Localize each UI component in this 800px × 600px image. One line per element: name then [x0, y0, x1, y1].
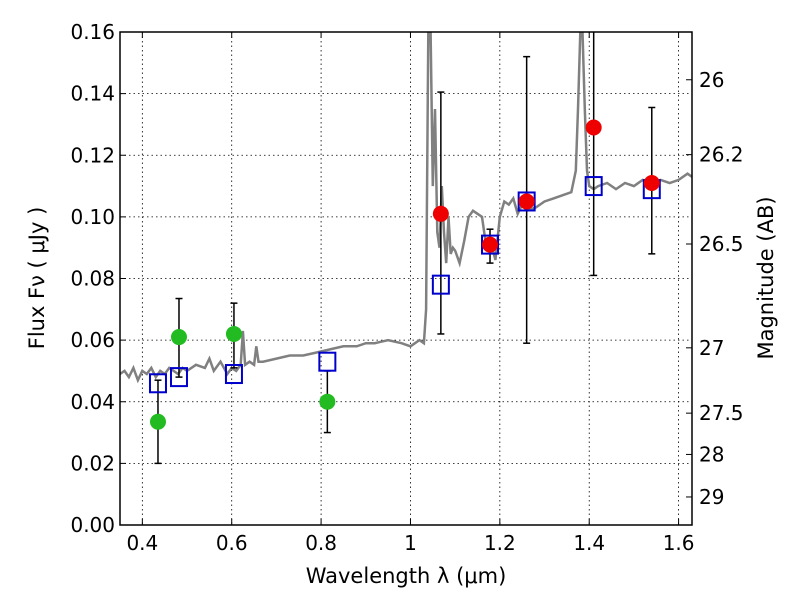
- model-photometry-square: [318, 351, 337, 372]
- y-tick-label: 0.10: [70, 205, 115, 229]
- y-tick-label: 0.12: [70, 143, 115, 167]
- x-axis-title: Wavelength λ (μm): [306, 564, 507, 588]
- y-tick-label: 0.02: [70, 451, 115, 475]
- y2-tick-label: 27.5: [699, 401, 744, 425]
- grid: [120, 31, 692, 526]
- x-tick-label: 1: [404, 531, 417, 555]
- x-tick-label: 1.2: [484, 531, 516, 555]
- y2-tick-label: 26.5: [699, 232, 744, 256]
- measurement-layer: [149, 119, 660, 430]
- spectrum-layer: [120, 32, 692, 384]
- model-photometry-square: [224, 364, 243, 385]
- measurement-point: [170, 329, 187, 346]
- measurement-point: [432, 205, 449, 222]
- model-photometry-square: [584, 176, 603, 197]
- y-axis-title: Flux Fν ( μJy ): [25, 207, 49, 350]
- x-tick-label: 0.4: [126, 531, 158, 555]
- x-tick-label: 0.8: [305, 531, 337, 555]
- x-tick-label: 0.6: [216, 531, 248, 555]
- y2-tick-label: 26.2: [699, 143, 744, 167]
- y-tick-label: 0.06: [70, 328, 115, 352]
- x-tick-labels: 0.4 0.6 0.8 1 1.2 1.4 1.6: [126, 531, 694, 555]
- measurement-point: [482, 236, 499, 253]
- y2-tick-label: 26: [699, 68, 724, 92]
- spectrum-line: [120, 32, 692, 384]
- y-tick-labels: 0.00 0.02 0.04 0.06 0.08 0.10 0.12 0.14 0.16: [70, 20, 115, 537]
- model-photometry-square: [431, 274, 450, 295]
- x-tick-label: 1.4: [573, 531, 605, 555]
- x-tick-label: 1.6: [663, 531, 695, 555]
- y2-tick-label: 29: [699, 485, 724, 509]
- y-tick-label: 0.16: [70, 20, 115, 44]
- y-tick-label: 0.08: [70, 267, 115, 291]
- measurement-point: [585, 119, 602, 136]
- model-photometry-square: [148, 373, 167, 394]
- measurement-point: [518, 193, 535, 210]
- measurement-point: [643, 174, 660, 191]
- y-tick-label: 0.00: [70, 513, 115, 537]
- y-tick-label: 0.14: [70, 82, 115, 106]
- y2-tick-label: 27: [699, 336, 724, 360]
- y2-axis-title: Magnitude (AB): [754, 196, 778, 359]
- model-photometry-square: [169, 367, 188, 388]
- measurement-point: [149, 413, 166, 430]
- y2-tick-label: 28: [699, 442, 724, 466]
- measurement-point: [225, 325, 242, 342]
- measurement-point: [319, 393, 336, 410]
- y2-tick-labels: 26 26.2 26.5 27 27.5 28 29: [699, 68, 744, 509]
- tick-marks: [120, 31, 692, 526]
- y-tick-label: 0.04: [70, 390, 115, 414]
